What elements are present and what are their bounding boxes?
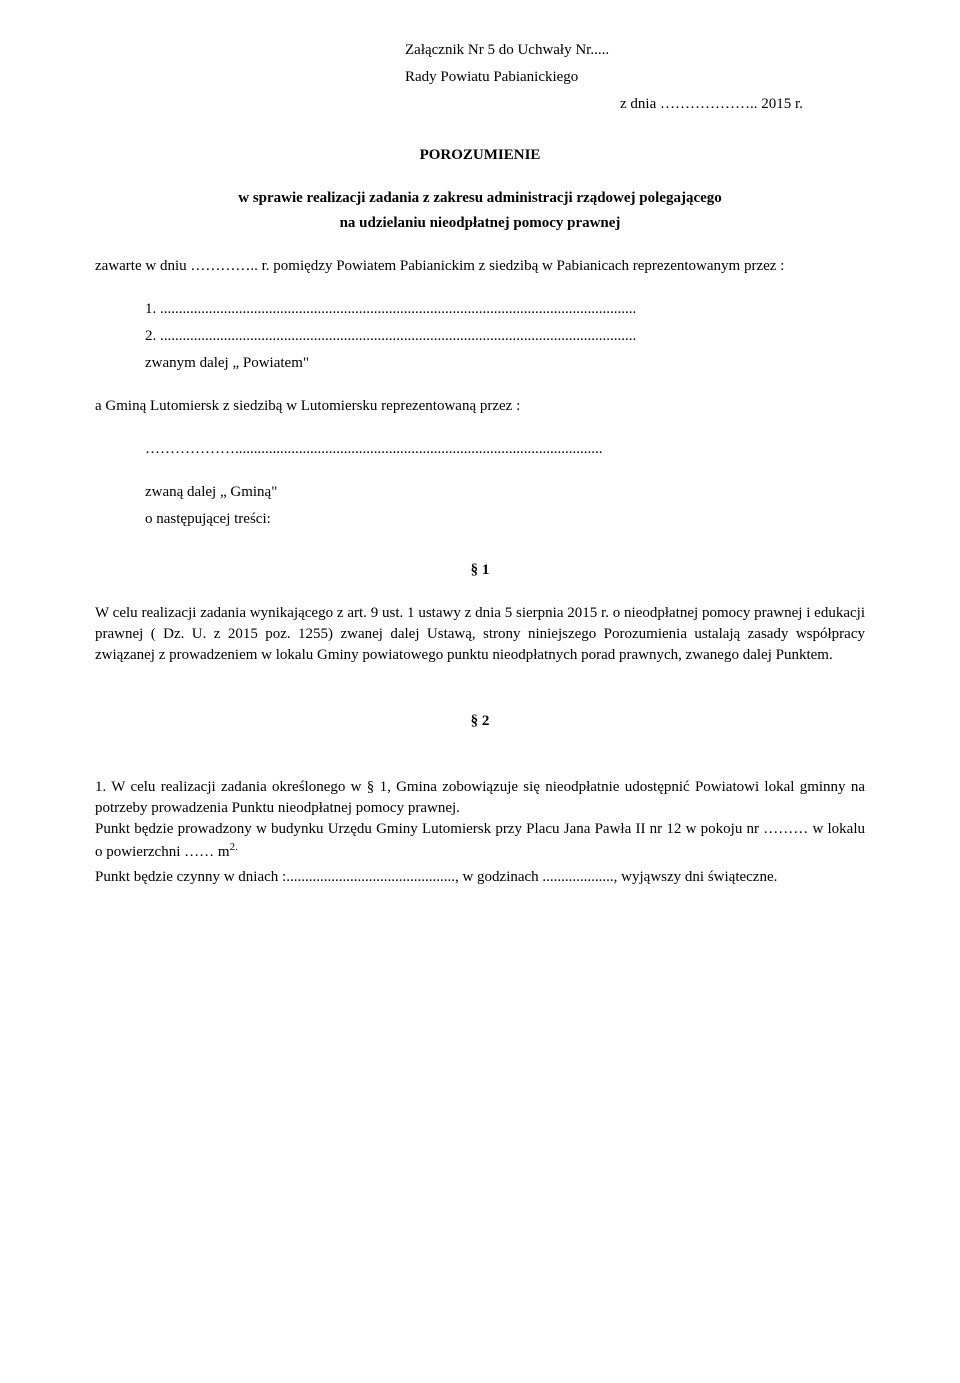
date-line: z dnia ……………….. 2015 r. [620,94,865,115]
nastepujacej-tresci: o następującej treści: [145,509,865,530]
subtitle-line-1: w sprawie realizacji zadania z zakresu a… [95,188,865,209]
paragraph-2c: Punkt będzie czynny w dniach :..........… [95,867,865,888]
party-item-1: 1. .....................................… [145,299,865,320]
gmina-dotted: ………………..................................… [145,439,865,460]
gmina-text: a Gminą Lutomiersk z siedzibą w Lutomier… [95,396,865,417]
section-1-mark: § 1 [95,560,865,581]
council-line: Rady Powiatu Pabianickiego [405,67,865,88]
paragraph-2a: 1. W celu realizacji zadania określonego… [95,777,865,819]
paragraph-1: W celu realizacji zadania wynikającego z… [95,603,865,666]
zwana-gmina: zwaną dalej „ Gminą" [145,482,865,503]
paragraph-2b-pre: Punkt będzie prowadzony w budynku Urzędu… [95,821,865,860]
zwanym-powiatem: zwanym dalej „ Powiatem" [145,353,865,374]
party-item-2: 2. .....................................… [145,326,865,347]
document-title: POROZUMIENIE [95,145,865,166]
superscript-2: 2. [230,841,238,853]
paragraph-2b: Punkt będzie prowadzony w budynku Urzędu… [95,819,865,863]
zawarte-text: zawarte w dniu ………….. r. pomiędzy Powiat… [95,256,865,277]
section-2-mark: § 2 [95,711,865,732]
subtitle-line-2: na udzielaniu nieodpłatnej pomocy prawne… [95,213,865,234]
attachment-line: Załącznik Nr 5 do Uchwały Nr..... [405,40,865,61]
